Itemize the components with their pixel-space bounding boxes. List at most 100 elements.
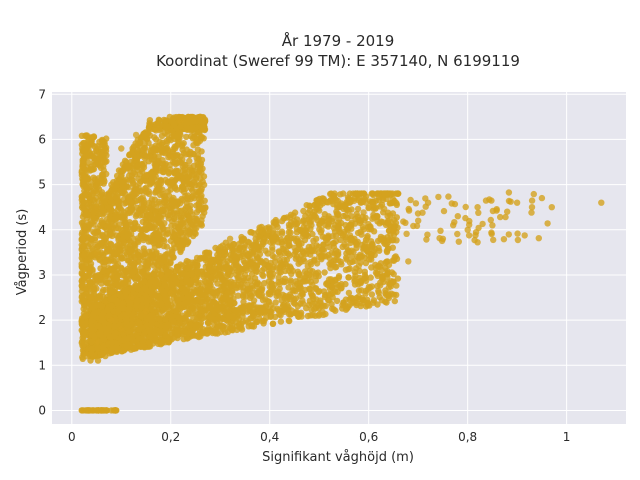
data-point bbox=[316, 195, 323, 203]
data-point bbox=[367, 274, 374, 281]
data-point bbox=[166, 205, 174, 212]
data-point bbox=[352, 272, 359, 279]
data-point bbox=[118, 271, 126, 279]
data-point bbox=[97, 276, 104, 283]
data-point bbox=[88, 138, 95, 145]
data-point bbox=[142, 226, 150, 233]
data-point bbox=[198, 192, 205, 199]
data-point bbox=[80, 297, 87, 305]
data-point bbox=[216, 317, 224, 325]
data-point bbox=[393, 237, 400, 244]
data-point bbox=[157, 313, 164, 320]
data-point bbox=[375, 287, 382, 295]
data-point bbox=[384, 212, 391, 220]
data-point bbox=[80, 252, 87, 259]
data-point bbox=[180, 166, 187, 174]
data-point bbox=[107, 215, 114, 222]
data-point bbox=[346, 265, 353, 272]
data-point bbox=[153, 168, 160, 176]
data-point bbox=[117, 173, 125, 180]
data-point bbox=[102, 234, 110, 242]
data-point bbox=[155, 213, 162, 220]
data-point bbox=[391, 297, 398, 305]
data-point bbox=[156, 138, 163, 145]
data-point bbox=[120, 217, 127, 224]
data-point bbox=[278, 217, 286, 225]
data-point bbox=[285, 229, 293, 236]
data-point bbox=[286, 252, 293, 259]
data-point bbox=[159, 168, 167, 176]
data-point bbox=[153, 121, 160, 128]
data-point bbox=[170, 254, 177, 261]
data-point bbox=[159, 186, 166, 193]
data-point bbox=[80, 206, 87, 213]
data-point bbox=[90, 228, 97, 235]
data-point bbox=[169, 119, 177, 126]
data-point bbox=[108, 187, 115, 194]
data-point bbox=[283, 214, 291, 221]
data-point bbox=[97, 232, 104, 239]
data-points bbox=[78, 113, 605, 414]
data-point bbox=[176, 207, 183, 215]
data-point bbox=[117, 255, 124, 262]
data-point bbox=[130, 225, 138, 232]
data-point bbox=[155, 219, 163, 226]
data-point bbox=[269, 320, 277, 327]
data-point bbox=[212, 326, 219, 333]
data-point bbox=[142, 205, 150, 213]
data-point bbox=[291, 251, 298, 258]
data-point bbox=[311, 247, 318, 255]
data-point bbox=[241, 277, 248, 284]
data-point bbox=[272, 299, 279, 306]
data-point bbox=[84, 142, 91, 150]
data-point bbox=[356, 219, 364, 227]
data-point bbox=[88, 150, 96, 157]
data-point bbox=[131, 260, 138, 267]
data-point bbox=[154, 255, 162, 263]
data-point bbox=[394, 275, 402, 282]
data-point bbox=[143, 211, 151, 219]
data-point bbox=[86, 221, 93, 229]
data-point bbox=[140, 146, 147, 153]
data-point bbox=[250, 230, 258, 237]
data-point bbox=[170, 318, 177, 325]
data-point bbox=[78, 231, 86, 238]
data-point bbox=[80, 222, 87, 230]
data-point bbox=[160, 242, 167, 250]
data-point bbox=[201, 117, 209, 125]
data-point bbox=[301, 268, 309, 275]
data-point bbox=[98, 198, 106, 205]
data-point bbox=[131, 274, 138, 282]
data-point bbox=[155, 157, 162, 165]
data-point bbox=[239, 245, 247, 252]
data-point bbox=[83, 132, 91, 139]
data-point bbox=[93, 285, 100, 292]
data-point bbox=[130, 192, 138, 199]
data-point bbox=[231, 281, 238, 289]
data-point bbox=[389, 210, 397, 217]
data-point bbox=[242, 265, 249, 272]
data-point bbox=[281, 256, 288, 263]
data-point bbox=[184, 239, 192, 246]
data-point bbox=[187, 281, 195, 288]
data-point bbox=[89, 245, 96, 252]
data-point bbox=[171, 231, 179, 238]
data-point bbox=[278, 230, 286, 237]
data-point bbox=[186, 166, 193, 174]
data-point bbox=[307, 278, 314, 285]
data-point bbox=[201, 277, 209, 285]
data-point bbox=[339, 243, 346, 251]
data-point bbox=[91, 217, 99, 225]
data-point bbox=[79, 147, 86, 154]
data-point bbox=[277, 236, 285, 243]
data-point bbox=[82, 211, 90, 218]
data-point bbox=[200, 181, 208, 188]
data-point bbox=[277, 269, 284, 276]
data-point bbox=[187, 125, 194, 132]
data-point bbox=[198, 133, 206, 141]
data-point bbox=[169, 198, 176, 206]
data-point bbox=[115, 167, 123, 174]
data-point bbox=[106, 204, 113, 212]
data-point bbox=[285, 284, 292, 291]
data-point bbox=[304, 263, 311, 270]
